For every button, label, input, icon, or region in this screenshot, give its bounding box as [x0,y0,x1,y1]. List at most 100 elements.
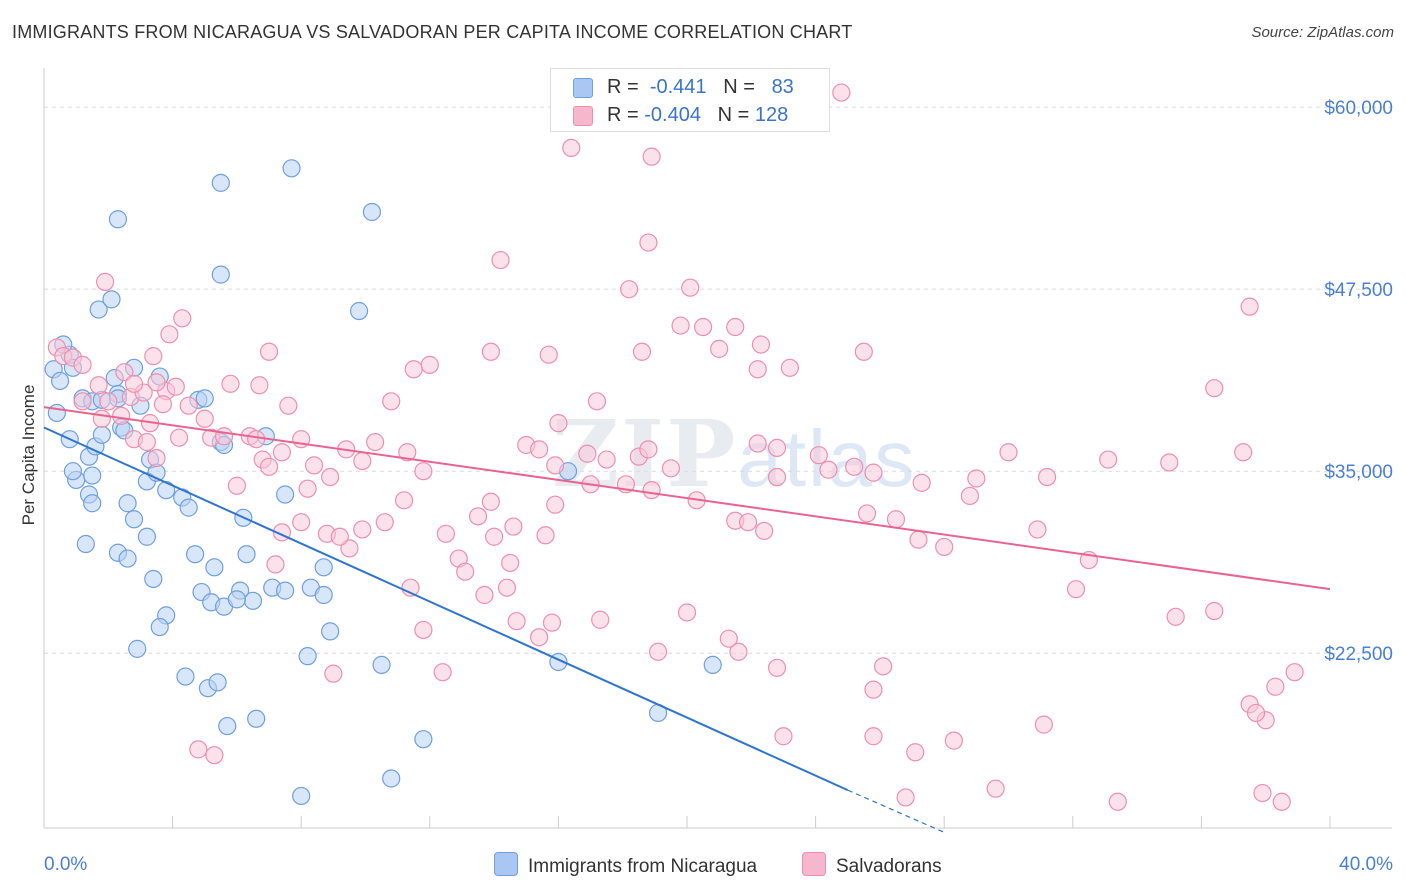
salvadoran-point [279,396,298,415]
legend-stats-salvadorans: R = -0.404 N = 128 [607,104,788,127]
legend-n-label: N = [717,104,750,126]
salvadoran-point [404,360,423,379]
salvadoran-point [539,345,558,364]
legend-n-label: N = [723,76,755,98]
salvadoran-point [147,448,166,468]
salvadoran-point [227,476,246,495]
nicaragua-point [372,655,391,674]
y-tick-label: $47,500 [1324,280,1393,301]
correlation-legend: R = -0.441 N = 83 R = -0.404 N = 128 [550,68,830,132]
nicaragua-point [186,545,205,564]
salvadoran-point [755,521,774,541]
salvadoran-point [1108,792,1127,811]
salvadoran-point [321,467,340,487]
nicaragua-point [50,371,70,391]
nicaragua-point [314,585,333,605]
salvadoran-point [1028,520,1047,539]
salvadoran-point [767,467,787,487]
salvadoran-point [1253,783,1272,803]
salvadoran-point [874,657,893,676]
salvadoran-point [173,309,192,328]
bottom-legend-swatch-salvadorans [802,852,826,876]
salvadoran-point [137,432,156,452]
nicaragua-point [314,558,333,577]
nicaragua-point [144,569,163,589]
salvadoran-point [504,517,523,536]
salvadoran-point [414,620,433,640]
nicaragua-point [195,389,214,408]
salvadoran-point [681,278,700,297]
salvadoran-point [398,443,417,462]
salvadoran-point [259,342,279,361]
nicaragua-point [83,494,102,513]
salvadoran-point [433,663,452,682]
nicaragua-point [292,786,311,806]
legend-n-value: 128 [754,104,789,126]
salvadoran-point [89,376,108,395]
axes [43,68,1392,829]
nicaragua-point [102,290,121,309]
salvadoran-point [73,355,92,374]
chart-source: Source: ZipAtlas.com [1251,24,1394,41]
salvadoran-point [481,492,500,511]
salvadoran-point [124,374,144,393]
salvadoran-point [710,339,729,358]
salvadoran-point [497,578,517,597]
salvadoran-point [259,457,279,476]
nicaragua-point [137,527,156,546]
salvadoran-point [864,463,883,482]
legend-r-label: R = [607,104,639,126]
legend-swatch-salvadorans [573,106,593,126]
salvadoran-point [298,479,317,498]
bottom-legend-salvadorans: Salvadorans [802,852,942,878]
x-tick-label-max: 40.0% [1339,854,1393,875]
salvadoran-point [896,788,915,807]
nicaragua-point [211,173,230,192]
salvadoran-point [854,342,873,361]
salvadoran-point [935,537,954,557]
salvadoran-point [819,460,838,479]
salvadoran-point [147,373,166,392]
salvadoran-point [485,527,504,546]
salvadoran-point [642,481,661,500]
salvadoran-point [562,138,581,158]
salvadoran-point [304,456,324,475]
salvadoran-point [1285,663,1304,682]
salvadoran-point [620,280,639,299]
salvadoran-point [857,504,877,523]
salvadoran-point [73,392,92,411]
nicaragua-point [321,622,340,641]
salvadoran-point [1037,467,1057,487]
salvadoran-point [221,374,240,393]
nicaragua-trend-extension [847,789,945,833]
salvadoran-point [530,628,549,647]
nicaragua-point [276,485,295,504]
y-tick-label: $35,000 [1324,462,1393,483]
nicaragua-trend-line [43,426,849,792]
salvadoran-point [632,342,652,361]
salvadoran-point [1160,453,1179,472]
legend-stats-nicaragua: R = -0.441 N = 83 [607,76,794,99]
salvadoran-point [845,457,864,476]
nicaragua-point [414,730,433,749]
salvadoran-point [912,473,931,492]
salvadoran-point [1246,703,1266,723]
salvadoran-point [639,440,658,459]
bottom-legend-label-nicaragua: Immigrants from Nicaragua [528,856,758,877]
salvadoran-point [1166,607,1185,626]
salvadoran-point [112,406,131,425]
salvadoran-point [729,642,748,661]
salvadoran-point [906,743,925,762]
nicaragua-point [362,202,382,222]
nicaragua-point [157,481,176,500]
tick-labels: $22,500 $35,000 $47,500 $60,000 0.0% 40.0% Per… [19,98,1393,875]
salvadoran-point [414,462,433,481]
nicaragua-point [276,581,295,600]
nicaragua-point [218,716,237,736]
nicaragua-point [47,403,66,423]
nicaragua-point [298,647,317,666]
data-points [44,83,1304,811]
salvadoran-point [578,444,597,463]
salvadoran-point [272,443,292,462]
salvadoran-point [1205,601,1224,621]
